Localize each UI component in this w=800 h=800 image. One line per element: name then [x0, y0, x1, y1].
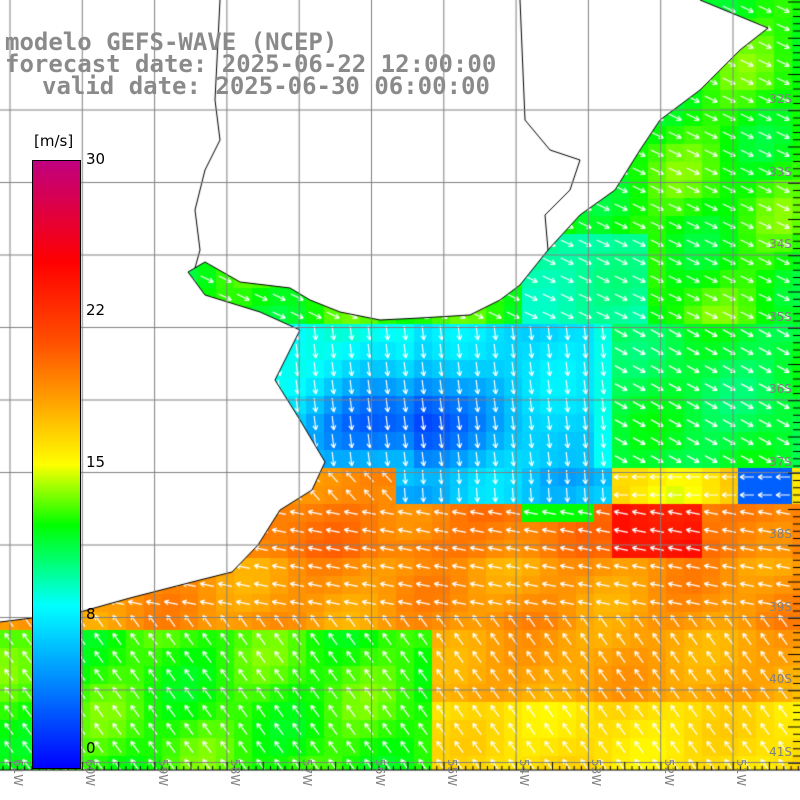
latitude-label: 37S — [769, 454, 792, 469]
colorbar-unit: [m/s] — [34, 132, 74, 150]
longitude-label: 61W — [11, 759, 25, 787]
colorbar-gradient — [32, 160, 81, 769]
latitude-label: 41S — [769, 744, 792, 759]
colorbar-tick-label: 30 — [86, 150, 106, 168]
latitude-label: 35S — [769, 309, 792, 324]
latitude-label: 39S — [769, 599, 792, 614]
latitude-label: 40S — [769, 672, 792, 686]
latitude-label: 32S — [769, 92, 792, 106]
latitude-label: 38S — [769, 527, 792, 541]
longitude-label: 53W — [589, 759, 604, 787]
longitude-label: 57W — [300, 759, 315, 787]
model-title: modelo GEFS-WAVE (NCEP) — [5, 28, 338, 56]
colorbar-tick-label: 15 — [86, 453, 106, 471]
latitude-label: 36S — [769, 382, 792, 396]
colorbar-tick-label: 22 — [86, 301, 106, 319]
longitude-label: 55W — [444, 759, 459, 787]
longitude-label: 60W — [83, 759, 98, 787]
valid-date: valid date: 2025-06-30 06:00:00 — [42, 72, 490, 100]
longitude-label: 54W — [517, 759, 532, 787]
forecast-date: forecast date: 2025-06-22 12:00:00 — [5, 50, 497, 78]
longitude-label: 52W — [661, 759, 676, 787]
colorbar-tick-label: 8 — [86, 605, 96, 623]
longitude-label: 59W — [155, 759, 170, 787]
latitude-label: 34S — [769, 237, 792, 251]
longitude-label: 56W — [372, 759, 387, 787]
longitude-label: 58W — [227, 759, 242, 787]
latitude-label: 33S — [769, 164, 792, 179]
colorbar-tick-label: 0 — [86, 739, 96, 757]
longitude-label: 51W — [734, 759, 748, 787]
